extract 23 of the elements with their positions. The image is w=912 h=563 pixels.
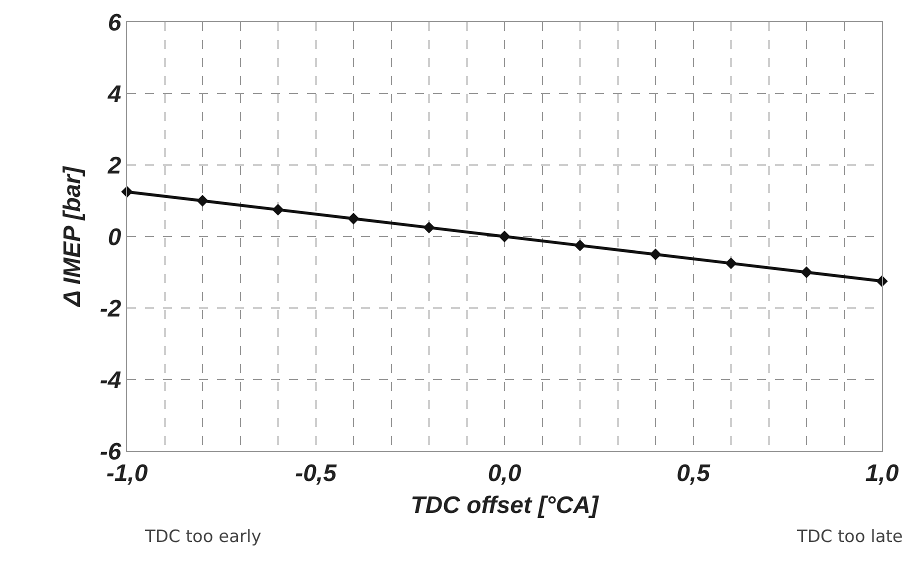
- x-tick-label: 0,5: [676, 460, 711, 487]
- text: TDC too late: [796, 527, 903, 547]
- y-tick-label: 0: [108, 224, 122, 251]
- point: [272, 204, 284, 216]
- x-tick-label: 0,0: [488, 460, 522, 487]
- x-axis-title: TDC offset [°CA]: [410, 492, 600, 520]
- y-tick-label: -4: [100, 366, 122, 394]
- y-tick-label: 2: [106, 152, 122, 180]
- y-tick-label: 6: [108, 9, 122, 36]
- y-tick-label: 4: [106, 80, 122, 108]
- x-tick-label: 1,0: [865, 460, 900, 487]
- text: TDC too early: [144, 527, 262, 547]
- point: [725, 257, 737, 270]
- point: [348, 212, 360, 224]
- point: [423, 222, 435, 234]
- y-axis-title: Δ IMEP [bar]: [58, 166, 86, 308]
- x-tick-label: -0,5: [295, 460, 338, 487]
- point: [800, 266, 812, 278]
- point: [196, 194, 208, 207]
- point: [574, 240, 586, 252]
- point: [498, 230, 510, 242]
- y-tick-label: -2: [100, 295, 122, 322]
- point: [650, 248, 662, 260]
